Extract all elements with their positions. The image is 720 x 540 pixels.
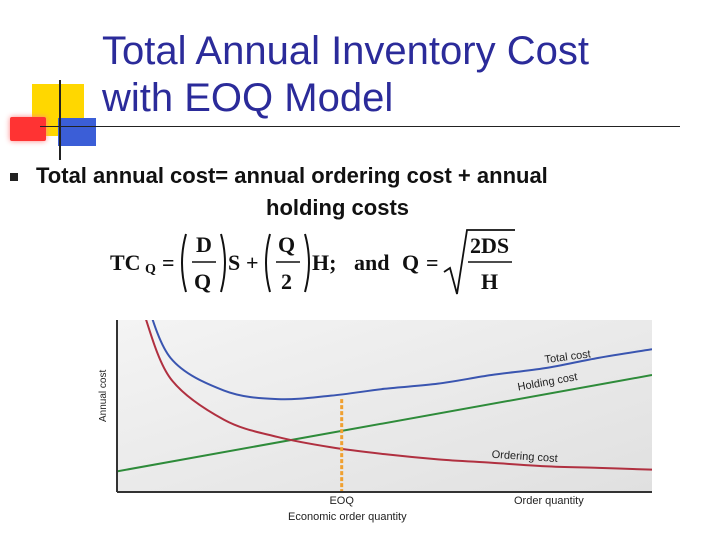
formula-d: D <box>196 232 212 257</box>
formula-q-num: Q <box>278 232 295 257</box>
plot-background <box>117 320 652 492</box>
curve-group <box>117 320 652 473</box>
x-axis-order-quantity-label: Order quantity <box>514 495 584 507</box>
ordering-cost-curve <box>145 320 652 471</box>
formula-tc-subscript: Q <box>145 262 156 277</box>
decor-horizontal-line <box>40 126 680 127</box>
total-cost-label: Total cost <box>544 348 592 366</box>
holding-cost-curve <box>117 374 652 473</box>
formula-two: 2 <box>281 269 292 294</box>
decor-vertical-line <box>59 80 61 160</box>
x-axis-title: Economic order quantity <box>288 511 407 523</box>
paren-left-1 <box>181 233 187 293</box>
formula-2ds: 2DS <box>470 233 509 258</box>
slide-title: Total Annual Inventory Cost with EOQ Mod… <box>102 28 589 122</box>
formula-and: and <box>354 250 389 275</box>
eoq-label: EOQ <box>329 495 354 507</box>
sqrt-sign <box>443 229 515 295</box>
eoq-cost-chart: Total cost Holding cost Ordering cost EO… <box>98 320 652 523</box>
formula-plus: + <box>246 250 259 275</box>
bullet-square-icon <box>10 173 18 181</box>
paren-right-1 <box>220 233 226 293</box>
formula-equals-2: = <box>426 250 439 275</box>
bullet-text-line-2: holding costs <box>266 195 409 220</box>
formula-q-lhs: Q <box>402 250 419 275</box>
title-line-2: with EOQ Model <box>102 76 394 120</box>
formula-tc: TC <box>110 250 141 275</box>
formula-q-den: Q <box>194 269 211 294</box>
y-axis-title: Annual cost <box>98 370 109 422</box>
formula-h: H; <box>312 250 336 275</box>
title-line-1: Total Annual Inventory Cost <box>102 29 589 73</box>
ordering-cost-label: Ordering cost <box>491 449 558 465</box>
decor-blue-square <box>58 118 96 146</box>
formula-equals: = <box>162 250 175 275</box>
formula-s: S <box>228 250 240 275</box>
eoq-formula: TC Q = D Q S + Q 2 H; and Q = 2DS H <box>110 229 515 295</box>
paren-right-2 <box>304 233 310 293</box>
total-cost-curve <box>151 320 652 401</box>
formula-h-den: H <box>481 269 498 294</box>
bullet-text-line-1: Total annual cost= annual ordering cost … <box>36 163 548 188</box>
paren-left-2 <box>265 233 271 293</box>
decor-red-square <box>10 117 46 141</box>
